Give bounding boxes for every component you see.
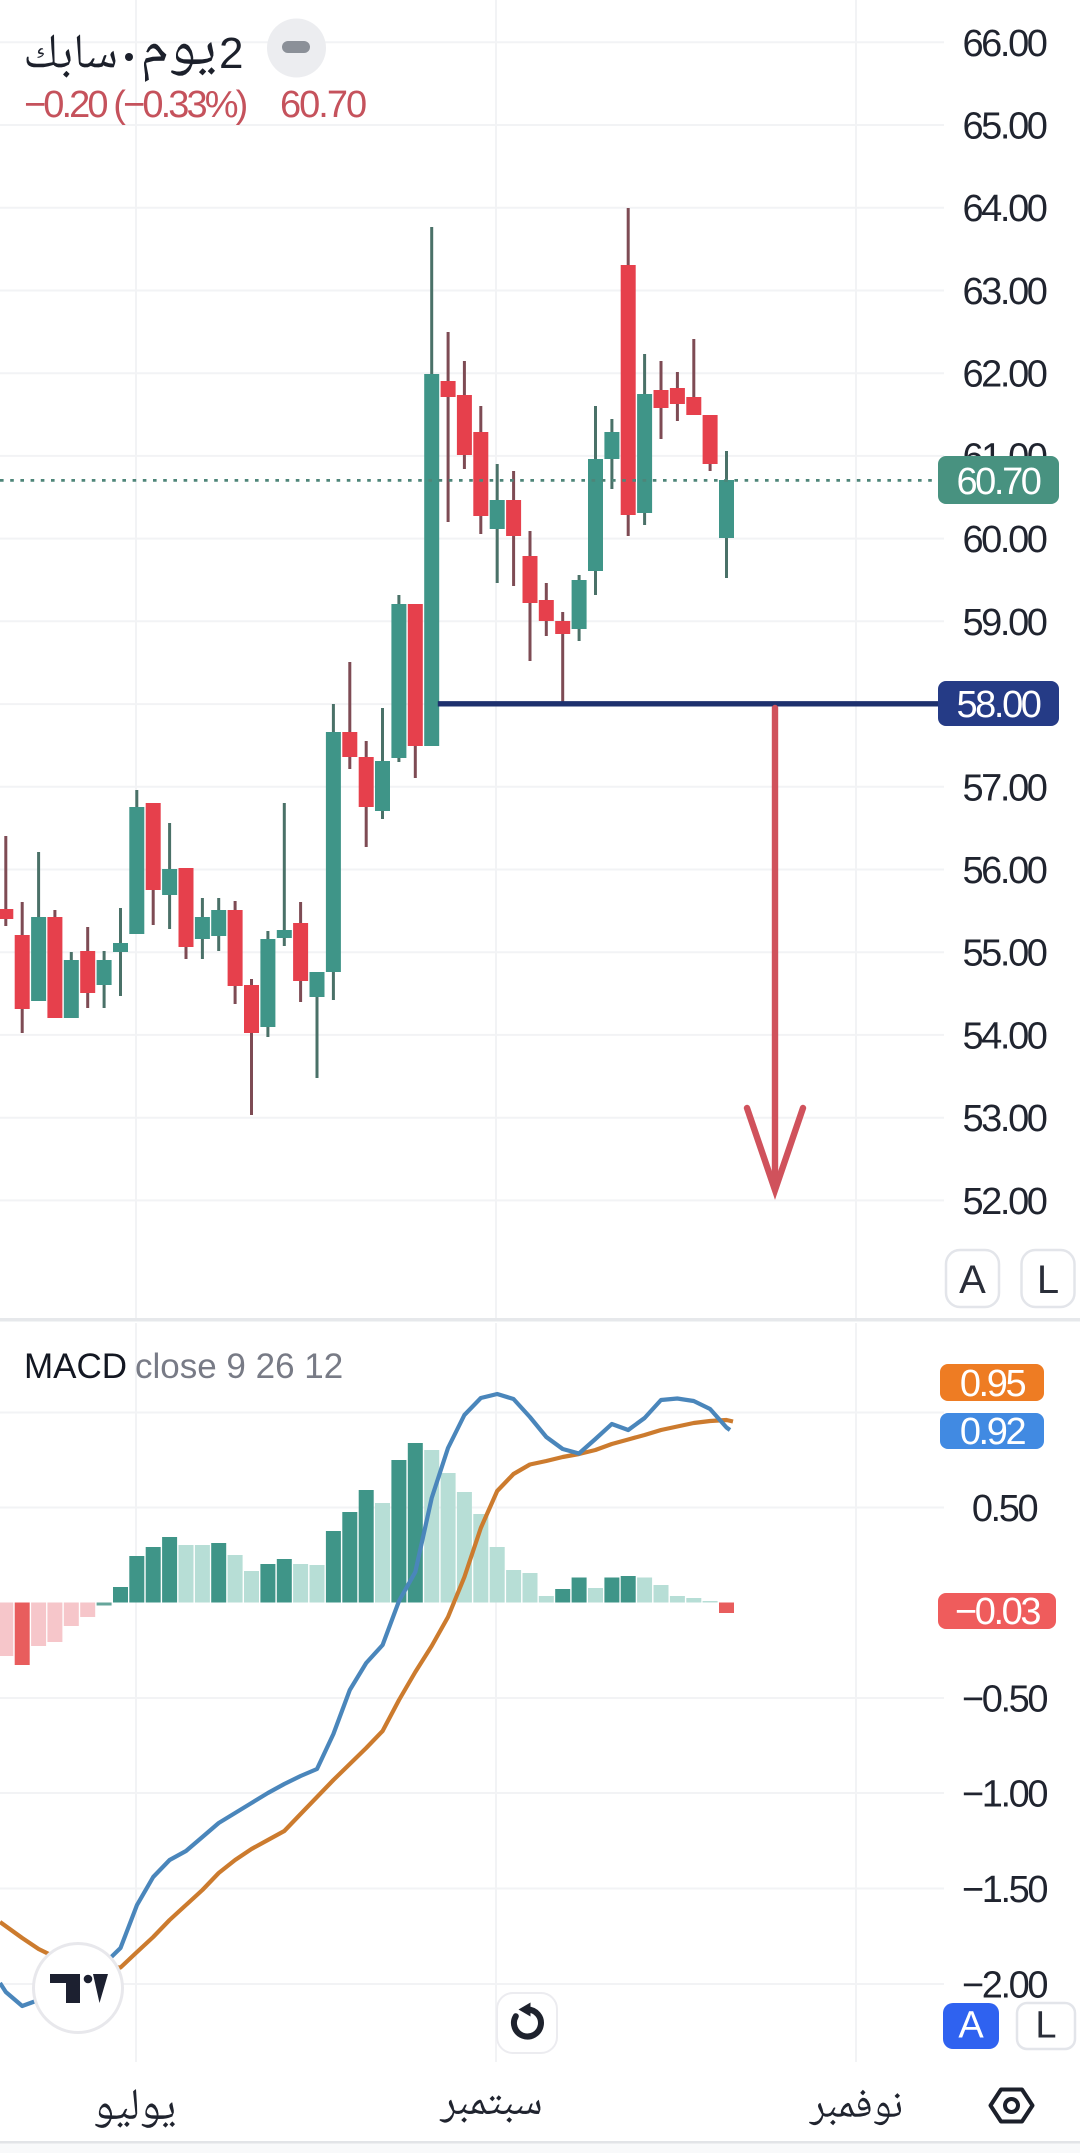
svg-text:A: A bbox=[959, 1258, 986, 1302]
svg-text:0.50: 0.50 bbox=[972, 1488, 1038, 1530]
svg-text:59.00: 59.00 bbox=[962, 602, 1046, 644]
svg-text:55.00: 55.00 bbox=[962, 933, 1046, 975]
svg-text:−1.50: −1.50 bbox=[962, 1869, 1047, 1911]
svg-text:L: L bbox=[1037, 1258, 1059, 1302]
svg-text:62.00: 62.00 bbox=[962, 354, 1046, 396]
svg-text:2: 2 bbox=[219, 29, 243, 78]
svg-text:57.00: 57.00 bbox=[962, 767, 1046, 809]
svg-text:56.00: 56.00 bbox=[962, 850, 1046, 892]
svg-text:53.00: 53.00 bbox=[962, 1098, 1046, 1140]
svg-text:−1.00: −1.00 bbox=[962, 1774, 1047, 1816]
svg-text:−0.50: −0.50 bbox=[962, 1679, 1047, 1721]
svg-text:65.00: 65.00 bbox=[962, 106, 1046, 148]
svg-text:66.00: 66.00 bbox=[962, 23, 1046, 65]
svg-text:0.92: 0.92 bbox=[960, 1411, 1026, 1453]
svg-text:60.00: 60.00 bbox=[962, 519, 1046, 561]
svg-text:60.70: 60.70 bbox=[956, 461, 1040, 503]
svg-text:60.70: 60.70 bbox=[280, 84, 366, 126]
svg-text:−0.20 (−0.33%): −0.20 (−0.33%) bbox=[24, 84, 247, 126]
svg-text:0.95: 0.95 bbox=[960, 1363, 1026, 1405]
svg-text:64.00: 64.00 bbox=[962, 188, 1046, 230]
svg-text:−0.03: −0.03 bbox=[955, 1591, 1040, 1633]
svg-text:63.00: 63.00 bbox=[962, 271, 1046, 313]
svg-text:close 9 26 12: close 9 26 12 bbox=[135, 1347, 343, 1386]
svg-text:A: A bbox=[958, 2005, 984, 2047]
svg-text:52.00: 52.00 bbox=[962, 1181, 1046, 1223]
svg-text:−2.00: −2.00 bbox=[962, 1965, 1047, 2007]
svg-text:MACD: MACD bbox=[24, 1347, 127, 1386]
svg-text:L: L bbox=[1035, 2005, 1056, 2047]
svg-text:58.00: 58.00 bbox=[956, 684, 1040, 726]
svg-text:54.00: 54.00 bbox=[962, 1015, 1046, 1057]
